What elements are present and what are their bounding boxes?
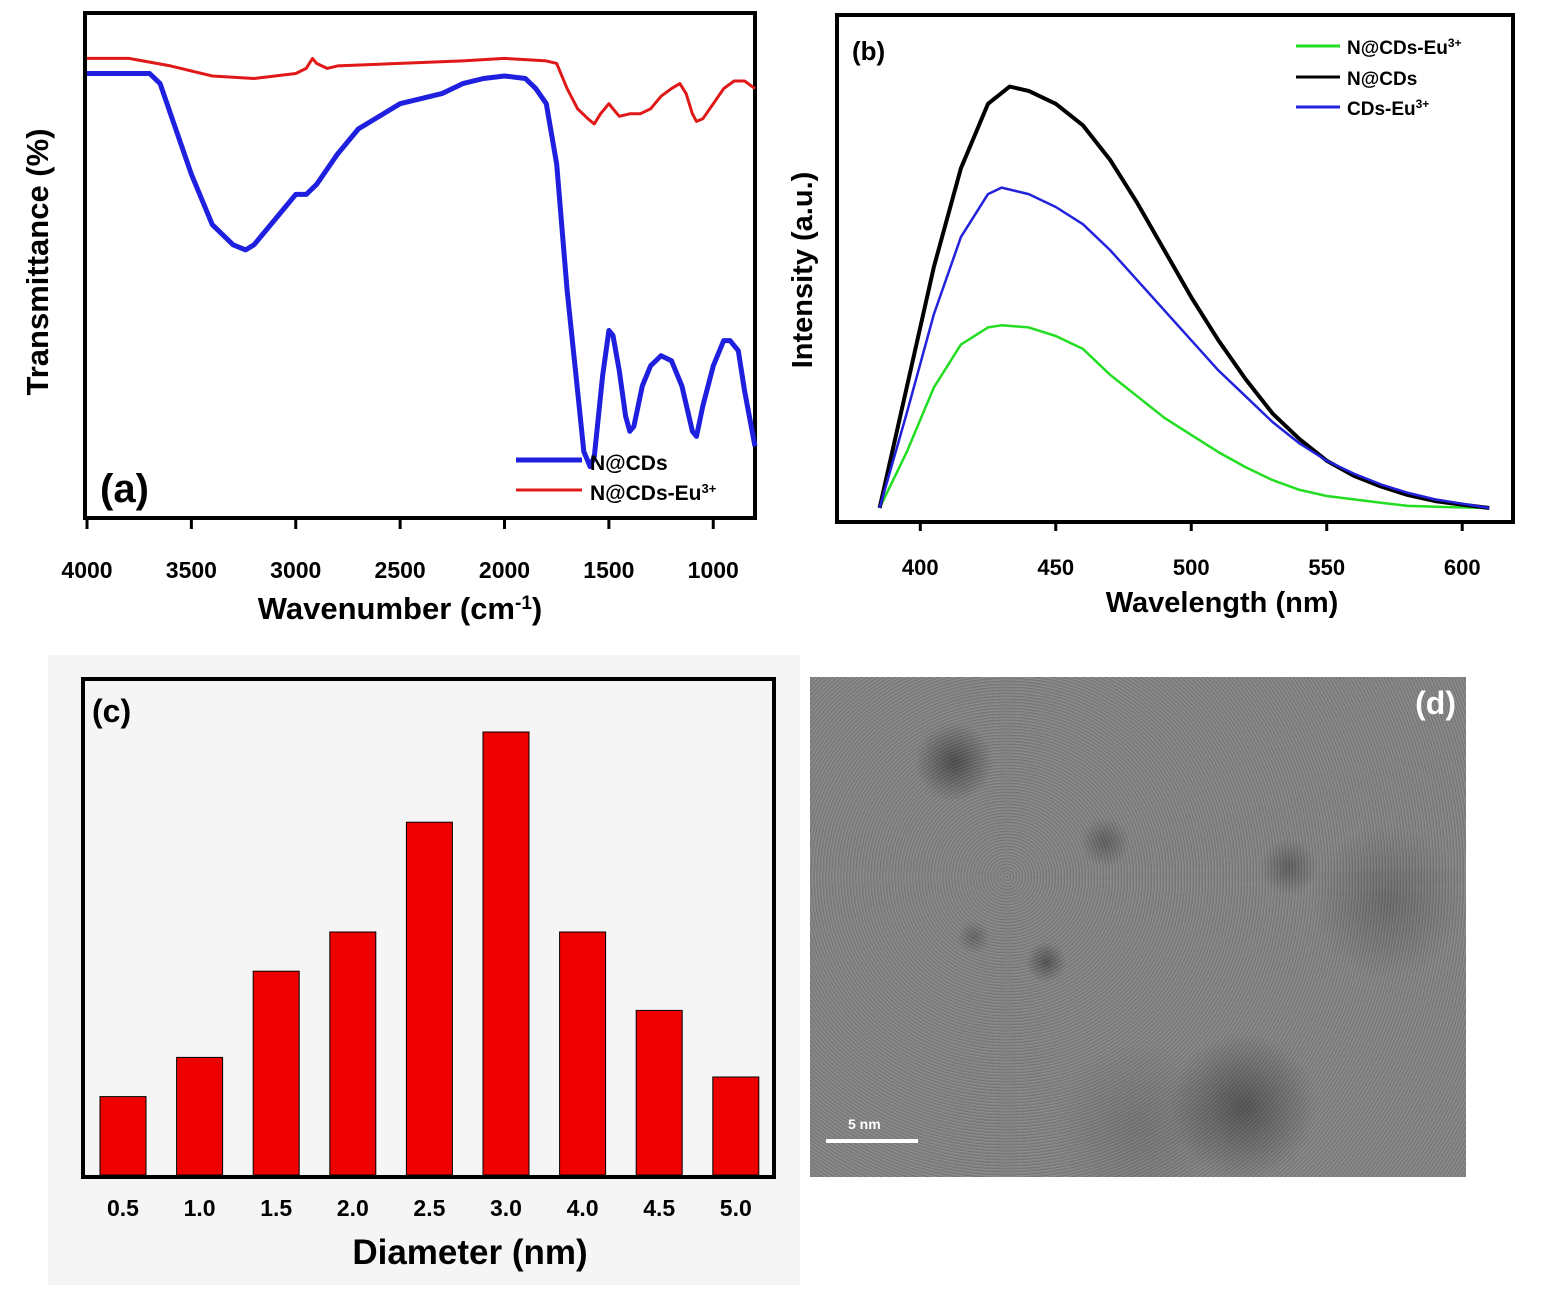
panel-d-label: (d): [1415, 685, 1456, 721]
panel-a-series-line-0: [87, 71, 758, 470]
panel-b-x-axis-label: Wavelength (nm): [1106, 587, 1339, 619]
panel-c-x-tick-label-8: 5.0: [720, 1195, 752, 1221]
panel-c-bar-2: [252, 970, 300, 1176]
tem-micrograph: (d) 5 nm: [810, 677, 1466, 1177]
panel-c-bar-0: [99, 1096, 147, 1176]
panel-a-legend-label-n-cds-eu-sup: 3+: [701, 481, 716, 496]
panel-b-legend-label-n-cds-eu: N@CDs-Eu3+: [1347, 36, 1462, 59]
panel-a-x-axis-label-end: ): [532, 591, 542, 626]
panel-a: 4000 3500 3000 2500 2000 1500 1000 (a) Wavenum…: [20, 11, 758, 626]
panel-c-bar-8: [712, 1076, 760, 1176]
panel-b-x-tick-label-2: 500: [1173, 555, 1210, 580]
panel-c-x-tick-label-1: 1.0: [184, 1195, 216, 1221]
panel-a-x-tick-label-6: 1000: [688, 557, 739, 583]
panel-b-series-line-2: [878, 186, 1490, 510]
panel-b-x-tick-label-3: 550: [1308, 555, 1345, 580]
panel-c-x-ticks: 0.5 1.0 1.5 2.0 2.5 3.0 4.0 4.5 5.0: [107, 1195, 752, 1221]
panel-b-legend-label-n-cds: N@CDs: [1347, 69, 1417, 90]
panel-b-legend-label-n-cds-eu-base: N@CDs-Eu: [1347, 38, 1448, 59]
panel-a-x-axis-label-base: Wavenumber (cm: [258, 591, 515, 626]
panel-b-x-tick-label-4: 600: [1444, 555, 1481, 580]
panel-a-label: (a): [100, 467, 149, 511]
panel-c-bar-1: [176, 1056, 224, 1176]
panel-c-x-tick-label-7: 4.5: [643, 1195, 675, 1221]
panel-a-x-axis-label: Wavenumber (cm-1): [258, 591, 542, 626]
panel-c-bar-7: [635, 1009, 683, 1176]
panel-a-x-tick-label-4: 2000: [479, 557, 530, 583]
panel-a-series-group: [87, 56, 758, 470]
panel-c: 0.5 1.0 1.5 2.0 2.5 3.0 4.0 4.5 5.0 (c) Diameter…: [81, 677, 776, 1272]
panel-a-x-tick-label-5: 1500: [583, 557, 634, 583]
panel-c-x-axis-label: Diameter (nm): [352, 1233, 587, 1272]
scale-bar: [826, 1139, 918, 1143]
panel-a-x-tick-label-2: 3000: [270, 557, 321, 583]
panel-c-frame: [81, 677, 776, 1179]
panel-a-series-line-1: [87, 56, 756, 126]
panel-b-x-tick-label-0: 400: [902, 555, 939, 580]
panel-b-x-tick-label-1: 450: [1037, 555, 1074, 580]
panel-b-legend-label-cds-eu-sup: 3+: [1416, 97, 1430, 111]
panel-c-label: (c): [92, 693, 131, 729]
panel-c-x-tick-label-5: 3.0: [490, 1195, 522, 1221]
panel-c-x-tick-label-3: 2.0: [337, 1195, 369, 1221]
panel-b-frame: [835, 13, 1515, 524]
panel-a-x-tick-label-3: 2500: [375, 557, 426, 583]
panel-a-legend-label-n-cds-eu-base: N@CDs-Eu: [590, 482, 701, 505]
scale-bar-label: 5 nm: [848, 1116, 881, 1132]
panel-b-x-ticks: 400 450 500 550 600: [902, 521, 1481, 580]
panel-b-legend: N@CDs-Eu3+ N@CDs CDs-Eu3+: [1296, 36, 1462, 120]
panel-b-label: (b): [852, 36, 885, 66]
panel-b-legend-label-cds-eu: CDs-Eu3+: [1347, 97, 1429, 120]
panel-c-x-tick-label-6: 4.0: [567, 1195, 599, 1221]
panel-a-x-axis-label-sup: -1: [515, 593, 532, 614]
panel-b-series-line-1: [877, 84, 1490, 510]
panel-c-x-tick-label-0: 0.5: [107, 1195, 139, 1221]
panel-a-x-ticks: 4000 3500 3000 2500 2000 1500 1000: [61, 519, 739, 583]
panel-b-series-line-0: [878, 324, 1490, 510]
panel-a-legend: N@CDs N@CDs-Eu3+: [516, 452, 717, 505]
panel-a-frame: [83, 11, 757, 520]
panel-c-x-tick-label-4: 2.5: [413, 1195, 445, 1221]
panel-a-x-tick-label-0: 4000: [61, 557, 112, 583]
panel-c-bar-4: [405, 821, 453, 1176]
panel-b-series-group: [877, 84, 1490, 510]
panel-a-legend-label-n-cds: N@CDs: [590, 452, 668, 475]
panel-c-x-tick-label-2: 1.5: [260, 1195, 292, 1221]
panel-a-y-axis-label: Transmittance (%): [20, 128, 55, 395]
panel-a-legend-label-n-cds-eu: N@CDs-Eu3+: [590, 481, 717, 506]
panel-c-bar-3: [329, 931, 377, 1176]
panel-c-bar-5: [482, 731, 530, 1176]
panel-c-bars-group: [99, 731, 760, 1176]
panel-b-legend-label-n-cds-eu-sup: 3+: [1448, 36, 1462, 50]
panel-c-bar-6: [559, 931, 607, 1176]
panel-a-x-tick-label-1: 3500: [166, 557, 217, 583]
panel-b-legend-label-cds-eu-base: CDs-Eu: [1347, 99, 1416, 120]
panel-b: 400 450 500 550 600 (b) Wavelength (nm) Inte…: [787, 13, 1515, 619]
panel-b-y-axis-label: Intensity (a.u.): [787, 172, 819, 369]
